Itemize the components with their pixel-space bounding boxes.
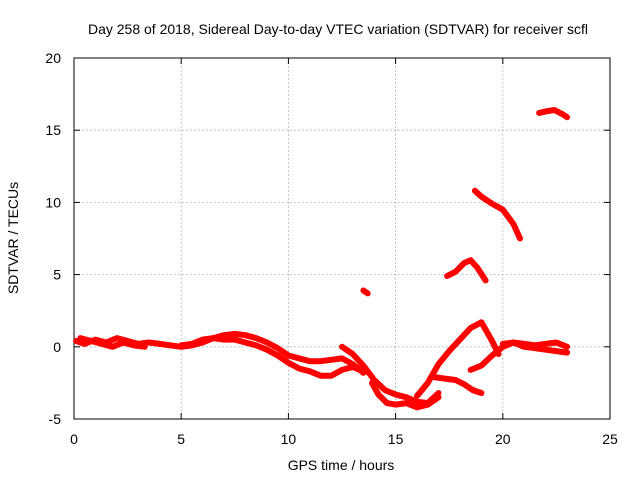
x-tick-label: 20 xyxy=(495,431,511,447)
plot-frame xyxy=(73,57,611,420)
data-series-track-h xyxy=(467,339,571,373)
axis-ticks xyxy=(73,57,611,420)
x-tick-label: 15 xyxy=(388,431,404,447)
data-series-track-c xyxy=(178,335,367,379)
data-marks xyxy=(73,107,571,411)
y-axis-label: SDTVAR / TECUs xyxy=(5,182,21,294)
data-series-track-d xyxy=(339,343,442,407)
y-tick-label: 15 xyxy=(45,122,61,138)
x-axis-label: GPS time / hours xyxy=(288,457,395,473)
data-series-track-b xyxy=(77,335,148,350)
x-tick-labels: 0 5 10 15 20 25 xyxy=(70,431,618,447)
y-tick-labels: -5 0 5 10 15 20 xyxy=(45,50,61,427)
data-series-track-g xyxy=(431,374,485,396)
data-series-track-m xyxy=(360,287,371,297)
y-tick-label: 10 xyxy=(45,194,61,210)
x-tick-label: 25 xyxy=(602,431,618,447)
data-series-track-e xyxy=(369,379,442,411)
grid-lines xyxy=(74,58,610,419)
y-tick-label: 5 xyxy=(53,267,61,283)
y-tick-label: -5 xyxy=(49,411,62,427)
x-tick-label: 5 xyxy=(177,431,185,447)
y-tick-label: 20 xyxy=(45,50,61,66)
data-series-track-k xyxy=(471,187,523,242)
chart-title: Day 258 of 2018, Sidereal Day-to-day VTE… xyxy=(88,21,588,37)
y-tick-label: 0 xyxy=(53,339,61,355)
x-tick-label: 0 xyxy=(70,431,78,447)
data-series-track-i xyxy=(499,339,571,350)
x-tick-label: 10 xyxy=(281,431,297,447)
data-series-track-l xyxy=(536,107,571,121)
data-series-track-j xyxy=(444,257,489,284)
